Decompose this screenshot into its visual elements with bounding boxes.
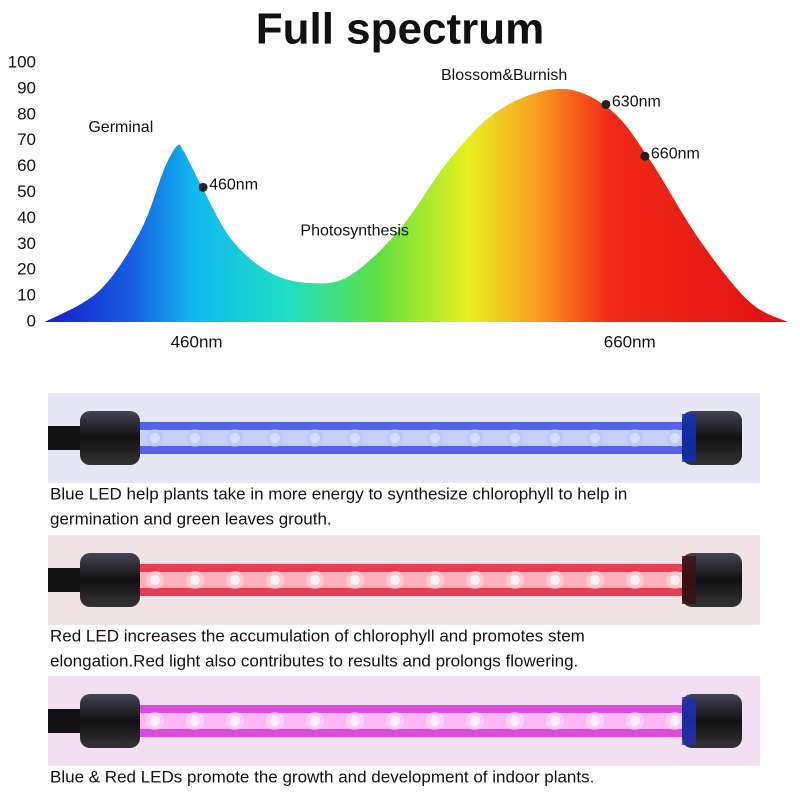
led-halo bbox=[466, 571, 484, 589]
led-halo bbox=[266, 571, 284, 589]
led-halo bbox=[346, 712, 364, 730]
led-halo bbox=[506, 571, 524, 589]
led-halo bbox=[226, 571, 244, 589]
caption: Blue & Red LEDs promote the growth and d… bbox=[50, 767, 594, 786]
point-marker bbox=[601, 99, 611, 109]
annotation: Germinal bbox=[88, 119, 153, 136]
led-halo bbox=[306, 712, 324, 730]
y-tick-label: 50 bbox=[17, 182, 36, 201]
end-cap-right bbox=[682, 694, 742, 748]
end-cap-tint bbox=[682, 697, 696, 745]
led-halo bbox=[266, 712, 284, 730]
y-tick-label: 70 bbox=[17, 130, 36, 149]
led-halo bbox=[586, 429, 604, 447]
led-halo bbox=[586, 712, 604, 730]
end-cap-right bbox=[682, 411, 742, 465]
caption: Red LED increases the accumulation of ch… bbox=[50, 626, 585, 645]
y-tick-label: 20 bbox=[17, 260, 36, 279]
led-halo bbox=[226, 712, 244, 730]
led-halo bbox=[186, 429, 204, 447]
y-tick-label: 90 bbox=[17, 78, 36, 97]
point-marker bbox=[198, 182, 208, 192]
led-halo bbox=[146, 712, 164, 730]
led-halo bbox=[346, 429, 364, 447]
point-label: 660nm bbox=[651, 145, 700, 162]
y-tick-label: 40 bbox=[17, 208, 36, 227]
end-cap-left bbox=[80, 553, 140, 607]
end-cap-right bbox=[682, 553, 742, 607]
led-halo bbox=[426, 712, 444, 730]
x-tick-label: 460nm bbox=[171, 332, 223, 351]
spectrum-area bbox=[45, 88, 788, 323]
point-label: 460nm bbox=[209, 177, 258, 194]
led-halo bbox=[146, 429, 164, 447]
caption: germination and green leaves grouth. bbox=[50, 509, 332, 528]
y-tick-label: 0 bbox=[27, 311, 36, 330]
annotation: Photosynthesis bbox=[300, 223, 409, 240]
caption: Blue LED help plants take in more energy… bbox=[50, 484, 627, 503]
led-halo bbox=[546, 571, 564, 589]
tube-body bbox=[120, 572, 690, 588]
point-marker bbox=[640, 151, 650, 161]
led-halo bbox=[306, 571, 324, 589]
tube-body bbox=[120, 430, 690, 446]
led-halo bbox=[426, 571, 444, 589]
led-halo bbox=[586, 571, 604, 589]
led-halo bbox=[186, 712, 204, 730]
end-cap-left bbox=[80, 694, 140, 748]
title: Full spectrum bbox=[256, 5, 545, 54]
led-halo bbox=[146, 571, 164, 589]
led-halo bbox=[626, 571, 644, 589]
led-halo bbox=[386, 712, 404, 730]
y-tick-label: 80 bbox=[17, 104, 36, 123]
led-halo bbox=[506, 429, 524, 447]
led-halo bbox=[266, 429, 284, 447]
led-halo bbox=[546, 429, 564, 447]
led-halo bbox=[306, 429, 324, 447]
led-halo bbox=[546, 712, 564, 730]
led-halo bbox=[226, 429, 244, 447]
end-cap-tint bbox=[682, 556, 696, 604]
led-halo bbox=[626, 429, 644, 447]
x-tick-label: 660nm bbox=[604, 332, 656, 351]
led-halo bbox=[466, 429, 484, 447]
end-cap-tint bbox=[682, 414, 696, 462]
led-halo bbox=[666, 429, 684, 447]
led-halo bbox=[666, 712, 684, 730]
caption: elongation.Red light also contributes to… bbox=[50, 651, 578, 670]
led-halo bbox=[506, 712, 524, 730]
tube-body bbox=[120, 713, 690, 729]
point-label: 630nm bbox=[612, 94, 661, 111]
led-halo bbox=[386, 571, 404, 589]
y-tick-label: 30 bbox=[17, 234, 36, 253]
led-halo bbox=[426, 429, 444, 447]
y-tick-label: 10 bbox=[17, 286, 36, 305]
led-halo bbox=[186, 571, 204, 589]
end-cap-left bbox=[80, 411, 140, 465]
led-halo bbox=[626, 712, 644, 730]
led-halo bbox=[386, 429, 404, 447]
annotation: Blossom&Burnish bbox=[441, 67, 567, 84]
y-tick-label: 60 bbox=[17, 156, 36, 175]
y-tick-label: 100 bbox=[8, 52, 36, 71]
led-halo bbox=[466, 712, 484, 730]
led-halo bbox=[346, 571, 364, 589]
led-halo bbox=[666, 571, 684, 589]
